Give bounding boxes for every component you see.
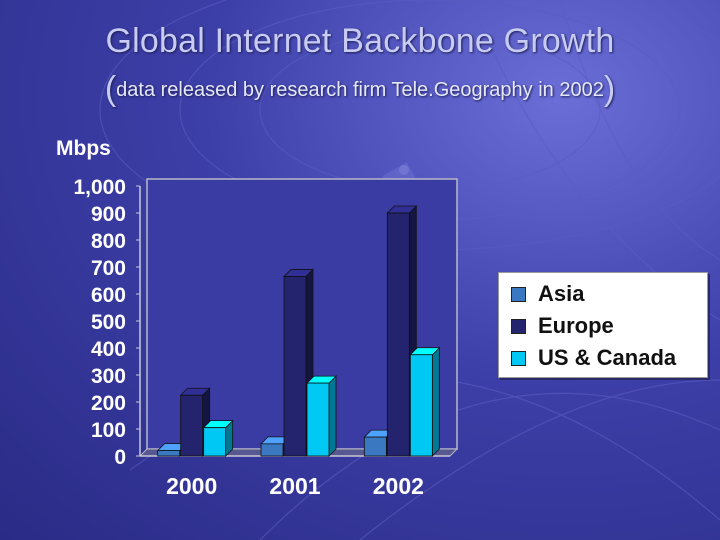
x-tick-label: 2001 [269, 473, 320, 499]
y-tick-label: 100 [91, 419, 126, 442]
chart-legend: Asia Europe US & Canada [498, 272, 708, 378]
legend-item-europe: Europe [511, 311, 614, 341]
page-title: Global Internet Backbone Growth [105, 22, 615, 60]
y-tick-label: 600 [91, 284, 126, 307]
y-tick-label: 300 [91, 365, 126, 388]
bar-side [431, 346, 440, 457]
y-tick-label: 400 [91, 338, 126, 361]
legend-swatch-europe [511, 318, 526, 334]
page-subtitle: (data released by research firm Tele.Geo… [104, 70, 616, 108]
y-tick-label: 200 [91, 392, 126, 415]
y-tick-label: 800 [91, 230, 126, 253]
legend-label-us-canada: US & Canada [538, 345, 677, 370]
bar [180, 394, 204, 457]
subtitle-text: data released by research firm Tele.Geog… [116, 79, 604, 101]
y-tick-label: 0 [114, 446, 126, 469]
bar [409, 354, 433, 457]
bar [386, 212, 410, 457]
y-tick-label: 700 [91, 257, 126, 280]
bar-side [328, 375, 337, 457]
y-axis-label: Mbps [56, 137, 111, 160]
bar [203, 427, 227, 457]
y-tick-label: 500 [91, 311, 126, 334]
legend-swatch-asia [511, 286, 526, 302]
bar [306, 382, 330, 457]
legend-label-europe: Europe [538, 313, 614, 338]
bar [260, 443, 284, 457]
legend-label-asia: Asia [538, 281, 585, 306]
y-tick-label: 900 [91, 203, 126, 226]
bar [363, 436, 387, 457]
x-tick-label: 2002 [373, 473, 424, 499]
y-tick-label: 1,000 [73, 176, 126, 199]
legend-swatch-us-canada [511, 350, 526, 366]
bar [283, 276, 307, 457]
legend-item-asia: Asia [511, 279, 584, 309]
legend-item-us-canada: US & Canada [511, 343, 676, 373]
x-tick-label: 2000 [166, 473, 217, 499]
bar [157, 450, 181, 457]
